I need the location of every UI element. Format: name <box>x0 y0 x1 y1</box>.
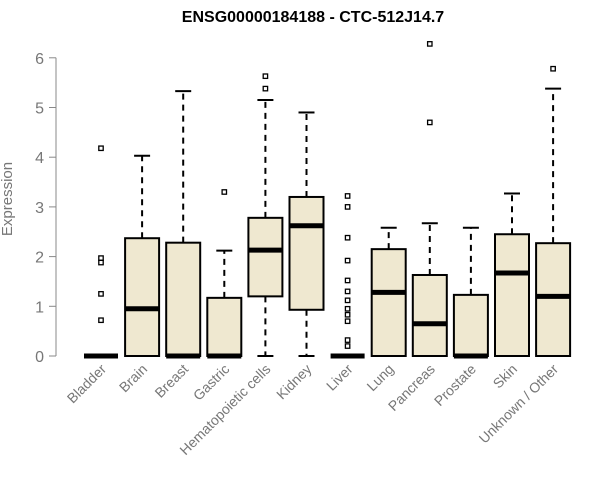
outlier-point <box>344 257 351 264</box>
box-rect <box>452 293 489 357</box>
outlier-point <box>98 291 104 297</box>
outlier-point <box>344 193 351 199</box>
x-tick-label: Liver <box>323 361 356 394</box>
x-tick-label: Kidney <box>273 361 315 403</box>
outlier-point <box>426 119 433 126</box>
outlier-point <box>344 277 351 284</box>
box-rect <box>206 296 243 358</box>
box-pancreas <box>411 41 448 358</box>
outlier-point <box>344 204 351 210</box>
y-tick-label: 5 <box>35 101 44 118</box>
box-breast <box>165 90 202 359</box>
outlier-point <box>344 297 351 304</box>
y-tick-label: 0 <box>35 349 44 366</box>
x-tick-label: Lung <box>363 361 396 394</box>
box-rect <box>288 195 325 311</box>
box-hematopoietic-cells <box>247 73 284 357</box>
outlier-point <box>221 189 228 195</box>
box-rect <box>124 237 161 357</box>
box-rect <box>535 242 572 357</box>
y-tick-label: 6 <box>35 51 44 68</box>
outlier-point <box>344 234 351 241</box>
box-prostate <box>452 226 489 359</box>
y-tick-label: 4 <box>35 150 44 167</box>
outlier-point <box>344 288 351 295</box>
outlier-point <box>344 311 351 318</box>
x-tick-label: Prostate <box>431 361 479 409</box>
box-bladder <box>84 145 118 359</box>
outlier-point <box>344 318 351 325</box>
outlier-point <box>98 145 104 152</box>
outlier-point <box>262 85 269 92</box>
box-lung <box>370 226 407 358</box>
box-kidney <box>288 111 325 357</box>
box-rect <box>411 273 448 358</box>
box-liver <box>330 193 365 359</box>
outlier-point <box>344 337 351 343</box>
box-rect <box>494 233 530 357</box>
box-unknown-other <box>535 65 572 357</box>
x-tick-label: Skin <box>490 361 521 392</box>
box-rect <box>247 216 284 298</box>
x-tick-label: Bladder <box>64 361 110 407</box>
y-tick-label: 1 <box>35 299 44 316</box>
box-brain <box>124 154 161 357</box>
outlier-point <box>344 305 351 312</box>
y-tick-label: 2 <box>35 250 44 267</box>
x-tick-label: Breast <box>151 361 191 401</box>
outlier-point <box>550 65 556 72</box>
outlier-point <box>98 255 104 261</box>
y-tick-label: 3 <box>35 200 44 217</box>
x-tick-label: Brain <box>116 361 150 395</box>
outlier-point <box>426 41 433 47</box>
outlier-point <box>262 73 269 80</box>
outlier-point <box>98 317 104 324</box>
outlier-point <box>98 259 104 266</box>
box-gastric <box>206 189 243 359</box>
y-axis: 0 1 2 3 4 5 6 <box>35 51 57 366</box>
box-rect <box>370 248 407 358</box>
boxes-group <box>84 41 572 359</box>
box-rect <box>165 241 202 358</box>
box-skin <box>494 192 530 357</box>
y-axis-label: Expression <box>0 162 16 236</box>
chart-title: ENSG00000184188 - CTC-512J14.7 <box>182 9 444 26</box>
outlier-point <box>344 343 351 349</box>
